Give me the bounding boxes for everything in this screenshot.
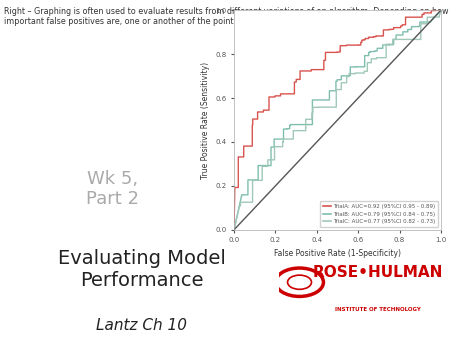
- X-axis label: False Positive Rate (1-Specificity): False Positive Rate (1-Specificity): [274, 249, 401, 258]
- Text: Right – Graphing is often used to evaluate results from different variations of : Right – Graphing is often used to evalua…: [4, 7, 449, 26]
- Text: Evaluating Model
Performance: Evaluating Model Performance: [58, 249, 226, 290]
- Text: Wk 5,
Part 2: Wk 5, Part 2: [86, 170, 139, 208]
- Text: ROSE•HULMAN: ROSE•HULMAN: [313, 265, 443, 280]
- Y-axis label: True Positive Rate (Sensitivity): True Positive Rate (Sensitivity): [201, 62, 210, 178]
- Text: INSTITUTE OF TECHNOLOGY: INSTITUTE OF TECHNOLOGY: [335, 307, 421, 312]
- Legend: TrialA: AUC=0.92 (95%CI 0.95 - 0.89), TrialB: AUC=0.79 (95%CI 0.84 - 0.75), Tria: TrialA: AUC=0.92 (95%CI 0.95 - 0.89), Tr…: [320, 201, 438, 227]
- Text: Lantz Ch 10: Lantz Ch 10: [96, 318, 187, 333]
